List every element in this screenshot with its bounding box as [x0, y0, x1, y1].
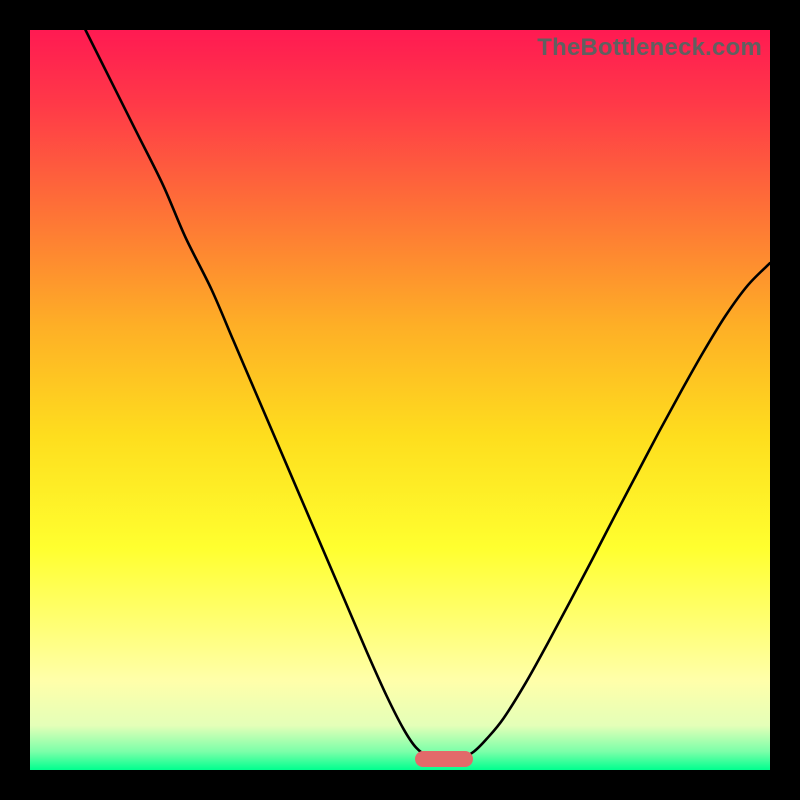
chart-frame: TheBottleneck.com	[0, 0, 800, 800]
watermark: TheBottleneck.com	[537, 34, 762, 62]
plot-area: TheBottleneck.com	[30, 30, 770, 770]
bottleneck-curve	[30, 30, 770, 770]
bottleneck-marker	[415, 751, 473, 767]
